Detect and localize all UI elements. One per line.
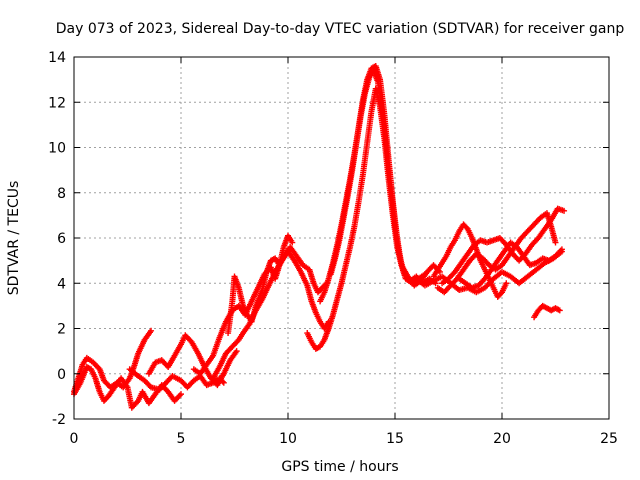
series-arc-8 [304, 85, 428, 352]
x-tick-label: 15 [386, 431, 404, 447]
x-tick-label: 25 [600, 431, 618, 447]
point-marker [233, 348, 240, 355]
y-tick-label: -2 [52, 412, 66, 428]
point-marker [289, 239, 296, 246]
y-tick-label: 4 [57, 276, 66, 292]
x-tick-label: 10 [279, 431, 297, 447]
y-tick-label: 14 [48, 50, 66, 66]
y-axis-label: SDTVAR / TECUs [6, 181, 22, 296]
series-arc-3 [145, 332, 240, 389]
series-arc-6 [225, 244, 330, 337]
y-tick-label: 0 [57, 367, 66, 383]
data-points [71, 63, 568, 411]
axis-ticks [73, 56, 610, 420]
series-arc-15 [413, 248, 565, 296]
series-arc-7 [210, 248, 332, 382]
chart-title: Day 073 of 2023, Sidereal Day-to-day VTE… [56, 21, 625, 37]
series-arc-4 [126, 366, 227, 393]
point-marker [561, 207, 568, 214]
series-arc-12 [439, 205, 568, 287]
point-marker [220, 379, 227, 386]
y-tick-label: 12 [48, 95, 66, 111]
y-tick-label: 2 [57, 322, 66, 338]
series-arc-1 [71, 327, 155, 395]
x-tick-label: 0 [70, 431, 79, 447]
point-marker [558, 248, 565, 255]
point-marker [178, 391, 184, 398]
series-arc-2 [71, 363, 184, 411]
x-tick-label: 20 [493, 431, 511, 447]
x-tick-labels: 0 5 10 15 20 25 [70, 431, 618, 447]
point-marker [148, 327, 155, 334]
y-tick-label: 10 [48, 141, 66, 157]
point-marker [503, 280, 510, 287]
point-marker [556, 307, 563, 314]
x-tick-label: 5 [177, 431, 186, 447]
y-tick-label: 6 [57, 231, 66, 247]
x-axis-label: GPS time / hours [281, 459, 398, 475]
y-tick-labels: -2 0 2 4 6 8 10 12 14 [48, 50, 66, 428]
series-arc-16 [531, 302, 563, 321]
point-marker [219, 378, 226, 385]
point-marker [552, 239, 559, 246]
y-tick-label: 8 [57, 186, 66, 202]
